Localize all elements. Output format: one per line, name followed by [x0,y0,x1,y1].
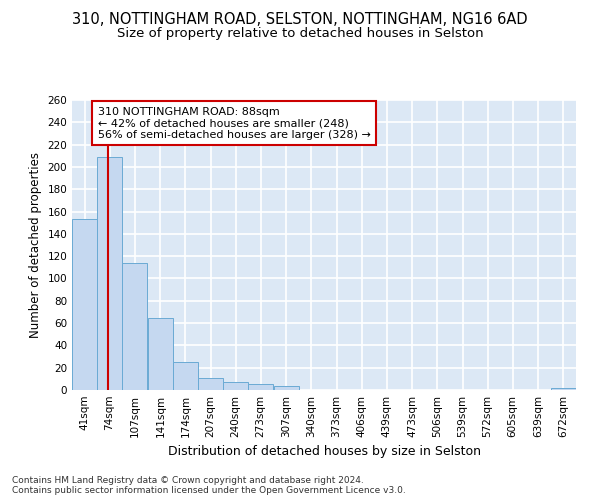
Bar [248,384,273,390]
Text: Contains HM Land Registry data © Crown copyright and database right 2024.
Contai: Contains HM Land Registry data © Crown c… [12,476,406,495]
Text: Size of property relative to detached houses in Selston: Size of property relative to detached ho… [116,28,484,40]
Y-axis label: Number of detached properties: Number of detached properties [29,152,42,338]
Bar [148,318,173,390]
Text: 310, NOTTINGHAM ROAD, SELSTON, NOTTINGHAM, NG16 6AD: 310, NOTTINGHAM ROAD, SELSTON, NOTTINGHA… [72,12,528,28]
X-axis label: Distribution of detached houses by size in Selston: Distribution of detached houses by size … [167,446,481,458]
Bar [223,382,248,390]
Bar [551,388,576,390]
Bar [274,386,299,390]
Bar [72,220,97,390]
Bar [198,378,223,390]
Bar [173,362,198,390]
Text: 310 NOTTINGHAM ROAD: 88sqm
← 42% of detached houses are smaller (248)
56% of sem: 310 NOTTINGHAM ROAD: 88sqm ← 42% of deta… [98,106,371,140]
Bar [122,263,147,390]
Bar [97,157,122,390]
